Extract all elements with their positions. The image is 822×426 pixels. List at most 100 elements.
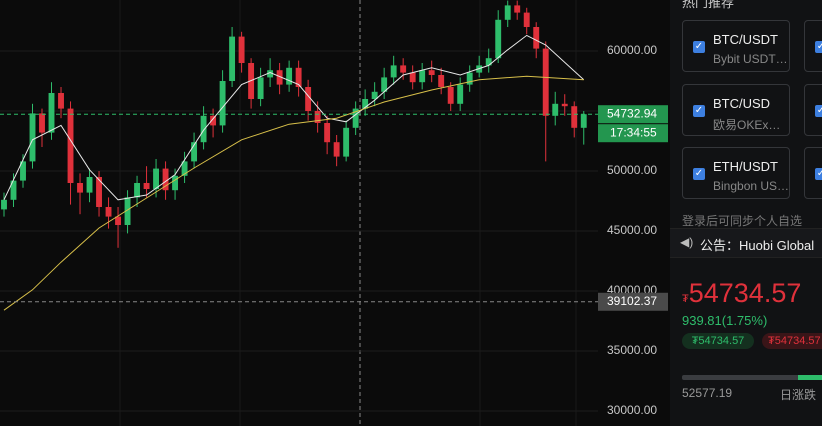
candle-body [191, 142, 198, 162]
candle-body [39, 113, 45, 133]
candle-body [381, 77, 388, 92]
currency: ₮ [768, 335, 775, 347]
candle-body [504, 5, 511, 20]
chart: 30000.0035000.0040000.0045000.0050000.00… [0, 0, 668, 426]
y-tick-label: 30000.00 [607, 403, 657, 417]
candle-body [324, 123, 331, 143]
candle-body [257, 77, 264, 99]
candle-body [343, 127, 350, 157]
notice-bar[interactable]: ◀) 公告：Huobi Global [670, 228, 822, 258]
range-label: 日涨跌 [780, 388, 817, 402]
pair-card[interactable]: ✓ [804, 84, 822, 136]
checkbox[interactable]: ✓ [693, 105, 705, 117]
candle-body [143, 183, 150, 189]
candle-body [48, 93, 55, 133]
exchange: 欧易OKEx… [713, 118, 781, 132]
heading: 热门推荐 [682, 0, 735, 10]
candle-body [115, 216, 121, 225]
candle-body [542, 48, 549, 116]
candle-body [134, 183, 140, 198]
candle-body [466, 72, 473, 85]
candle-body [276, 70, 283, 85]
moving-average [3, 75, 584, 311]
candle-body [96, 177, 102, 207]
candle-body [305, 87, 312, 111]
symbol: ETH/USDT [713, 159, 778, 174]
symbol: BTC/USDT [713, 32, 778, 47]
candle-body [362, 99, 369, 109]
candle-body [229, 36, 236, 81]
symbol: BTC/USD [713, 96, 771, 111]
candle-body [124, 197, 131, 225]
checkbox[interactable]: ✓ [815, 168, 822, 180]
candle-body [419, 70, 426, 83]
candle-body [333, 142, 340, 157]
candle-body [238, 36, 245, 63]
candle-body [286, 67, 293, 85]
notice: 公告：Huobi Global [700, 238, 815, 253]
pair-card[interactable]: ✓ ETH/USDT Bingbon US… [682, 147, 790, 199]
pill-red: ₮54734.57 [762, 333, 822, 349]
candle-body [409, 72, 416, 83]
pair-card[interactable]: ✓ [804, 20, 822, 72]
range-bar [682, 375, 822, 380]
candle-body [352, 108, 359, 128]
candle-body [438, 75, 445, 87]
side-panel: 热门推荐 ✓ BTC/USDT Bybit USDT… ✓ BTC/USD 欧易OKEx… [670, 0, 822, 426]
y-tick-label: 35000.00 [607, 343, 657, 357]
candle-body [514, 5, 521, 13]
candle-body [580, 114, 587, 128]
last-price-label: 54732.94 [607, 106, 657, 120]
checkbox[interactable]: ✓ [693, 168, 705, 180]
candle-body [561, 103, 568, 107]
crosshair-box [598, 292, 668, 311]
vertical-grid [119, 0, 577, 426]
candle-body [181, 161, 188, 176]
candle-body [314, 111, 321, 123]
checkbox[interactable]: ✓ [693, 41, 705, 53]
candle-body [153, 168, 160, 189]
checkbox[interactable]: ✓ [815, 105, 822, 117]
currency: ₮ [691, 335, 699, 347]
candle-body [495, 19, 502, 59]
candle-body [105, 207, 112, 217]
candle-body [210, 115, 217, 126]
candle-body [29, 113, 36, 162]
price-value: 54734.57 [688, 278, 802, 308]
pair-card[interactable]: ✓ BTC/USD 欧易OKEx… [682, 84, 790, 136]
candle-body [428, 70, 435, 75]
candle-body [295, 67, 302, 87]
y-tick-label: 60000.00 [607, 43, 657, 57]
pill-price: 54734.57 [698, 335, 745, 347]
speaker-icon: ◀) [680, 235, 694, 249]
exchange: Bybit USDT… [713, 52, 788, 66]
candle-body [1, 199, 7, 210]
candle-body [571, 106, 578, 128]
price: ₮54734.57 [682, 278, 801, 309]
range-fill [798, 375, 822, 380]
candle-body [457, 84, 464, 104]
checkbox[interactable]: ✓ [815, 41, 822, 53]
pair-card[interactable]: ✓ [804, 147, 822, 199]
y-tick-label: 50000.00 [607, 163, 657, 177]
candle-body [400, 65, 407, 73]
pair-card[interactable]: ✓ BTC/USDT Bybit USDT… [682, 20, 790, 72]
countdown-label: 17:34:55 [610, 125, 657, 139]
candle-body [77, 183, 83, 193]
candle-body [219, 81, 226, 126]
candle-body [485, 58, 492, 66]
day-low: 52577.19 [682, 386, 733, 400]
candle-body [58, 93, 64, 109]
countdown-box [598, 124, 668, 143]
moving-average [3, 34, 585, 201]
candle-body [86, 177, 93, 193]
candle-body [10, 180, 17, 200]
candle-body [533, 27, 540, 49]
candle-body [200, 115, 207, 143]
candle-body [447, 87, 454, 104]
candle-body [162, 168, 169, 191]
login-hint: 登录后可同步个人自选 [682, 214, 803, 228]
candle-body [523, 12, 530, 27]
crosshair-label: 39102.37 [607, 294, 657, 308]
